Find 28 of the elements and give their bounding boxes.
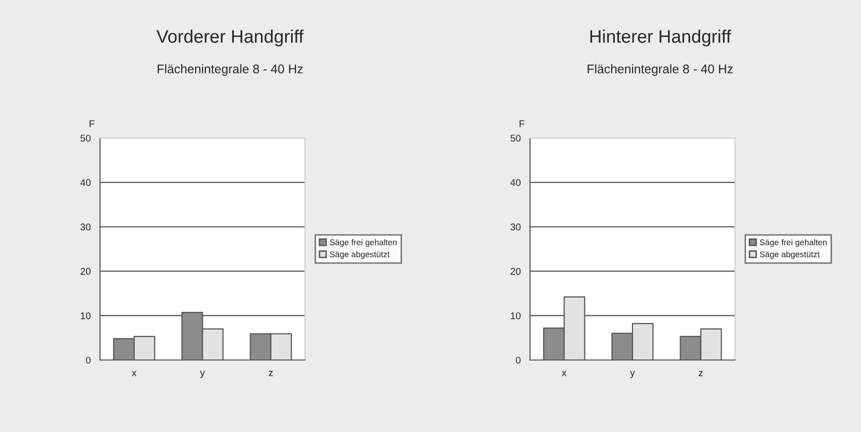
x-tick-label: z (698, 370, 703, 376)
y-tick-label: 10 (510, 312, 521, 320)
chart-title: Vorderer Handgriff (156, 30, 304, 46)
y-axis-title: F (90, 120, 94, 128)
y-tick-label: 40 (80, 179, 91, 186)
y-tick-label: 40 (510, 179, 521, 186)
y-tick-label: 20 (510, 268, 521, 275)
y-tick-label: 0 (516, 356, 521, 364)
y-tick-label: 30 (510, 224, 521, 230)
x-tick-label: y (630, 370, 635, 378)
y-tick-label: 50 (80, 134, 91, 142)
legend-label: Säge frei gehalten (760, 239, 827, 247)
y-tick-label: 30 (80, 224, 91, 230)
x-tick-label: z (268, 370, 273, 376)
legend-label: Säge frei gehalten (330, 239, 397, 247)
y-tick-label: 50 (510, 134, 521, 142)
x-tick-label: x (132, 370, 136, 376)
chart-subtitle: Flächenintegrale 8 - 40 Hz (158, 64, 303, 76)
y-tick-label: 10 (80, 312, 91, 320)
y-tick-label: 20 (80, 268, 91, 275)
x-tick-label: y (200, 370, 205, 378)
chart-title: Hinterer Handgriff (590, 30, 732, 46)
legend-label: Säge abgestützt (760, 251, 820, 259)
y-tick-label: 0 (86, 356, 91, 364)
x-tick-label: x (562, 370, 566, 376)
legend-label: Säge abgestützt (330, 251, 390, 259)
chart-subtitle: Flächenintegrale 8 - 40 Hz (588, 64, 733, 76)
y-axis-title: F (520, 120, 524, 128)
